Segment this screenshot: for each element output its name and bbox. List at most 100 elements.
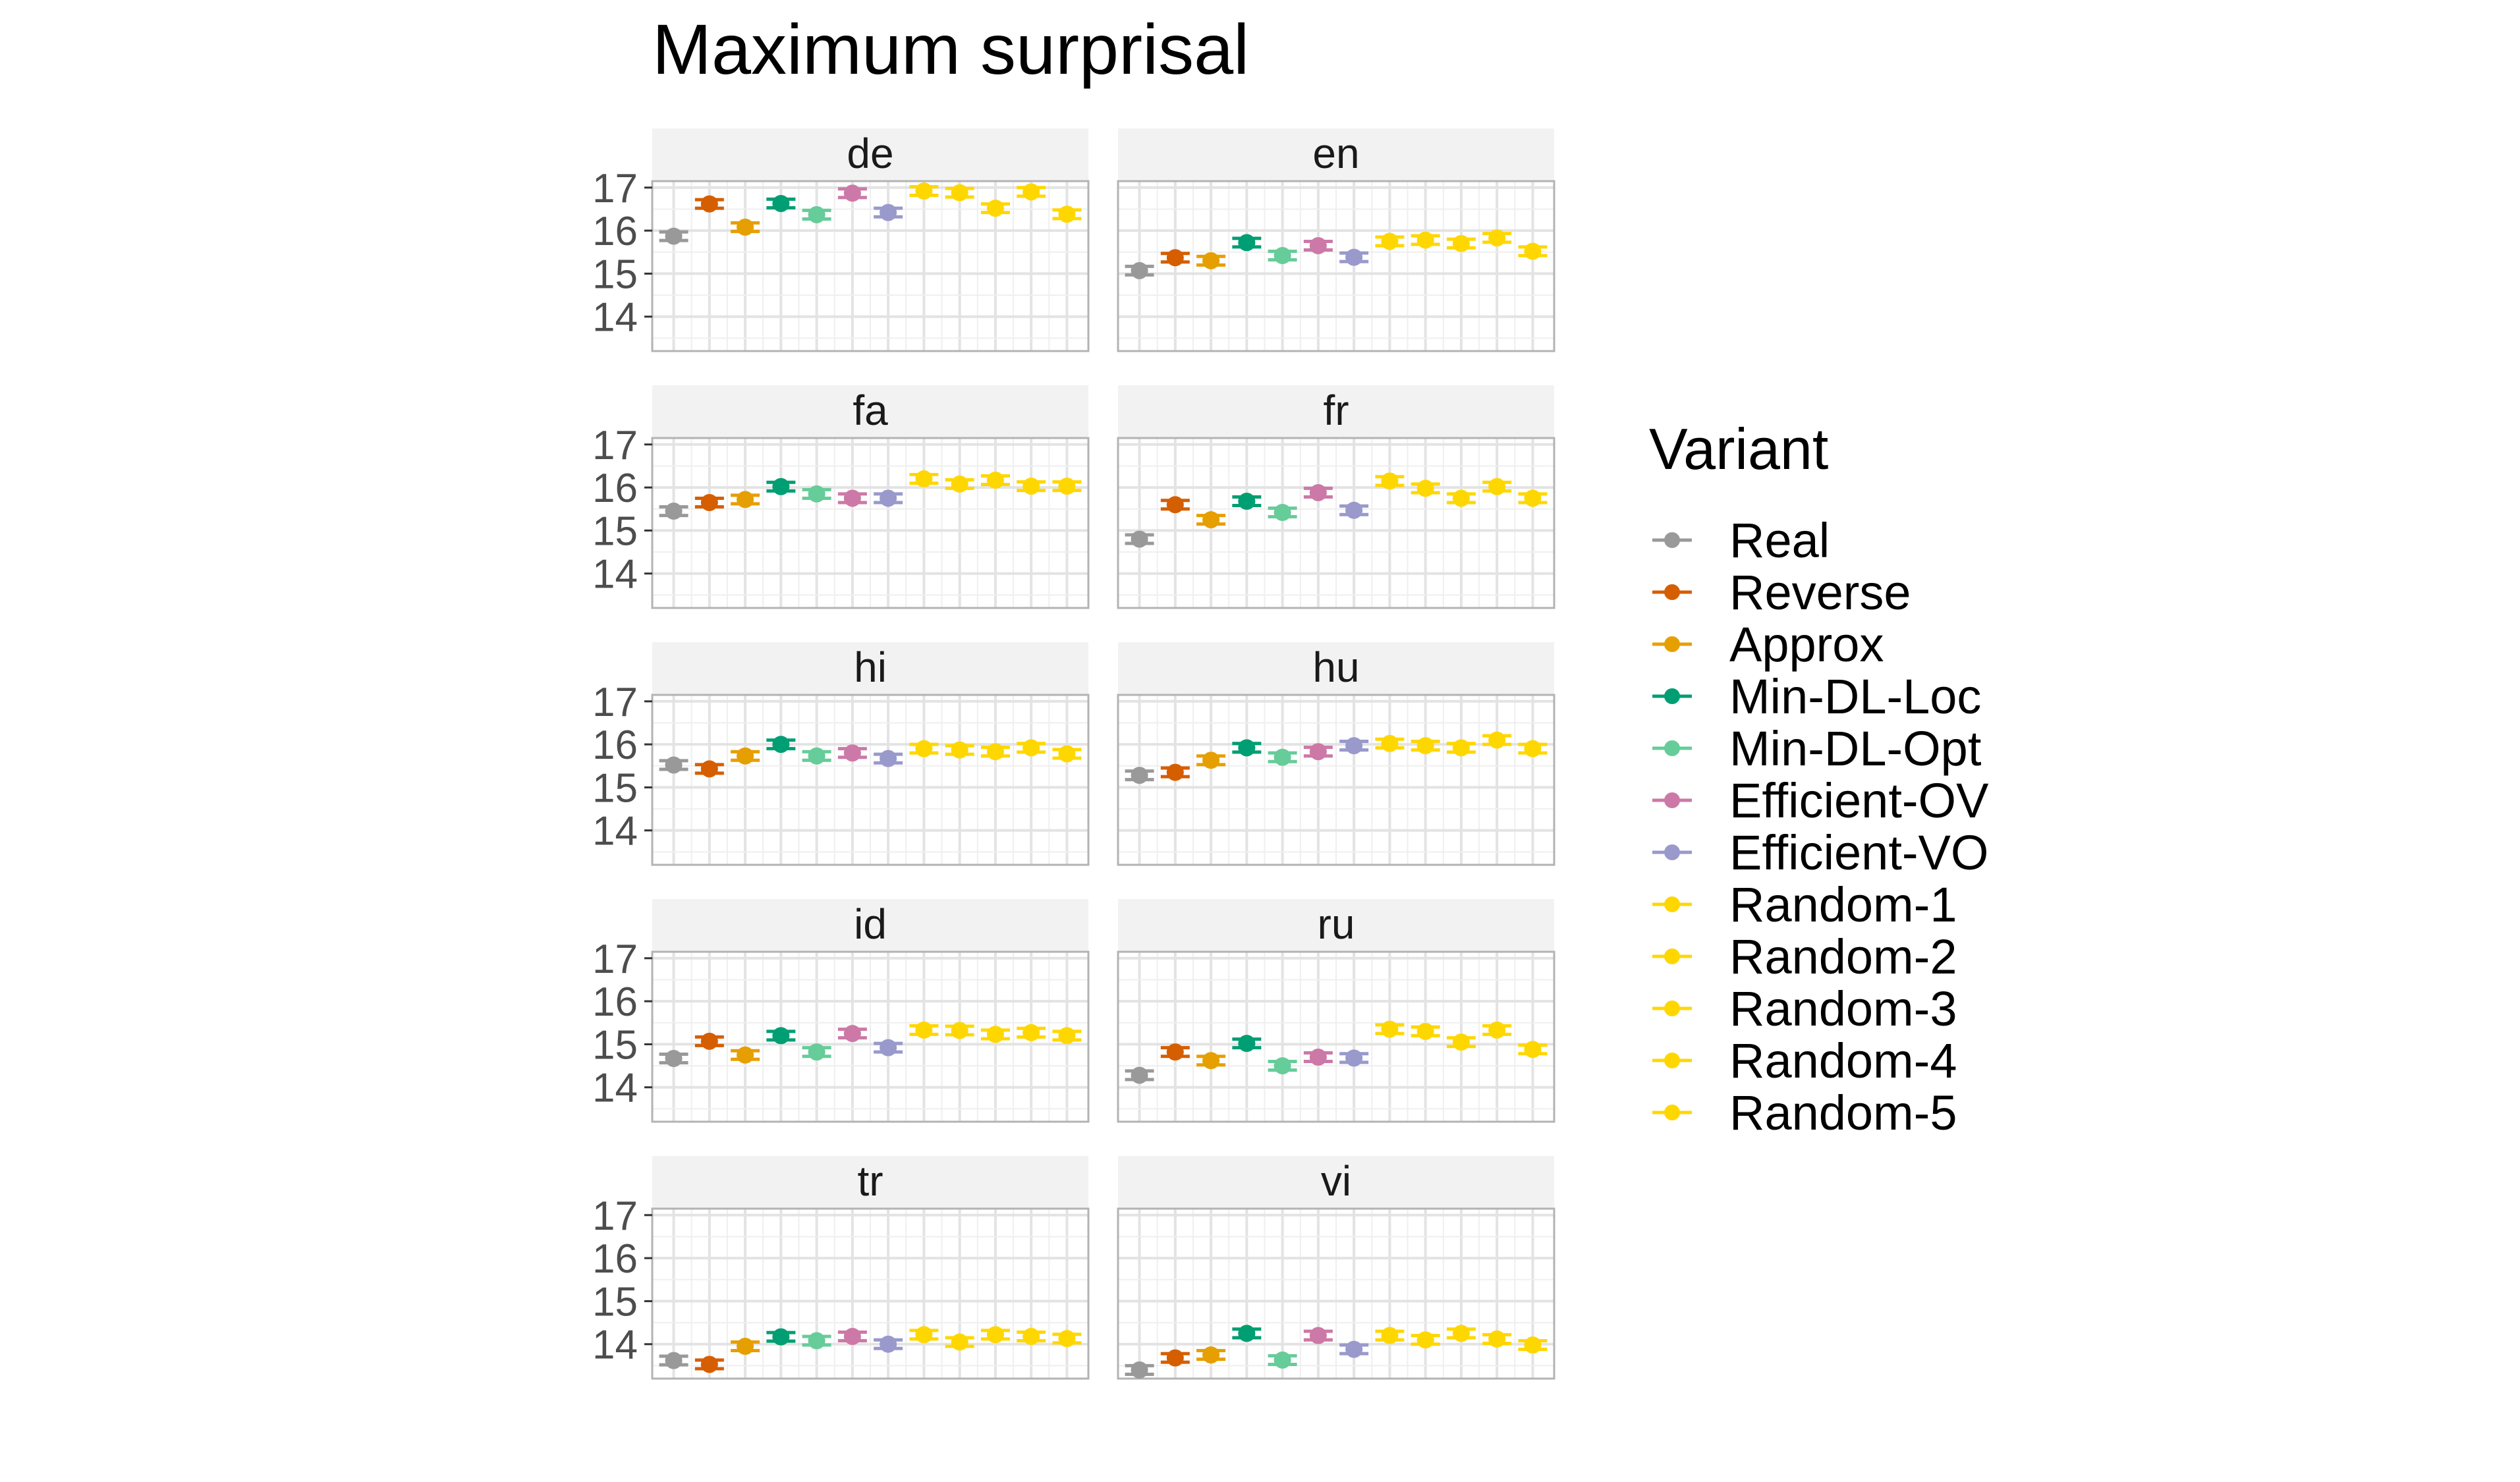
point-marker (772, 194, 790, 212)
y-tick-label: 16 (592, 979, 638, 1025)
legend-key-point (1664, 1105, 1680, 1120)
point-marker (1309, 743, 1327, 761)
point-marker (1058, 206, 1076, 223)
data-point-random-2 (945, 1022, 974, 1039)
point-marker (1345, 248, 1363, 266)
data-point-efficient-ov (1303, 236, 1333, 254)
panel-border (651, 1207, 1090, 1380)
legend-label: Min-DL-Loc (1729, 669, 1981, 724)
point-marker (1202, 1052, 1220, 1070)
panel-border (1117, 950, 1555, 1123)
legend-key-point (1664, 1001, 1680, 1016)
point-marker (1022, 739, 1040, 757)
point-marker (700, 1032, 718, 1050)
point-marker (1381, 1020, 1399, 1038)
data-point-efficient-ov (1303, 483, 1333, 501)
data-point-efficient-ov (837, 489, 867, 507)
point-marker (915, 182, 933, 200)
data-point-random-5 (1052, 206, 1082, 223)
data-point-random-4 (1482, 478, 1512, 495)
y-tick-label: 17 (592, 423, 638, 468)
facet-strip-label: hu (1312, 644, 1359, 691)
legend-item: Approx (1652, 617, 1884, 672)
data-point-real (659, 503, 688, 520)
data-point-random-5 (1052, 1027, 1082, 1045)
panel-border (1117, 1207, 1555, 1380)
legend-item: Random-3 (1652, 981, 1957, 1036)
point-marker (700, 493, 718, 511)
point-marker (665, 1352, 683, 1369)
y-tick-label: 17 (592, 166, 638, 211)
data-point-random-3 (980, 743, 1010, 761)
data-point-random-5 (1052, 745, 1082, 763)
data-point-random-5 (1518, 242, 1548, 260)
point-marker (1238, 1035, 1256, 1053)
data-point-reverse (694, 1356, 724, 1373)
point-marker (1274, 748, 1291, 766)
facet-strip-label: ru (1318, 900, 1355, 948)
legend-item: Efficient-OV (1652, 773, 1989, 828)
data-point-random-4 (1482, 229, 1512, 247)
data-point-random-2 (945, 741, 974, 759)
y-tick-label: 15 (592, 252, 638, 297)
point-marker (951, 184, 968, 202)
legend-item: Reverse (1652, 565, 1911, 620)
panel-border (1117, 694, 1555, 866)
point-marker (737, 1046, 754, 1064)
point-marker (665, 503, 683, 520)
data-point-random-1 (1375, 1020, 1405, 1038)
point-marker (1381, 1327, 1399, 1344)
data-point-efficient-vo (874, 1039, 903, 1057)
point-marker (1309, 483, 1327, 501)
legend-label: Random-4 (1729, 1033, 1957, 1088)
point-marker (808, 485, 826, 503)
point-marker (1274, 1057, 1291, 1075)
facet-strip-label: id (854, 900, 887, 948)
point-marker (700, 1356, 718, 1373)
legend-label: Reverse (1729, 565, 1911, 620)
point-marker (843, 489, 861, 507)
data-point-min-dl-loc (1232, 493, 1262, 510)
point-marker (1131, 1361, 1148, 1379)
point-marker (1488, 1021, 1506, 1039)
facet-panel-hu: hu (1117, 642, 1555, 866)
legend-item: Min-DL-Loc (1652, 669, 1981, 724)
data-point-efficient-ov (837, 184, 867, 202)
data-point-reverse (694, 195, 724, 213)
data-point-random-2 (945, 475, 974, 493)
data-point-random-1 (909, 1326, 939, 1344)
point-marker (915, 1021, 933, 1039)
data-point-random-3 (1446, 489, 1476, 507)
facet-strip-label: de (847, 130, 893, 177)
data-point-random-3 (980, 472, 1010, 489)
point-marker (986, 472, 1004, 489)
data-point-reverse (1160, 249, 1190, 267)
y-tick-label: 15 (592, 508, 638, 554)
panel-border (651, 950, 1090, 1123)
facet-strip-label: fa (853, 387, 888, 434)
data-point-random-4 (1482, 1330, 1512, 1348)
point-marker (1238, 739, 1256, 757)
data-point-real (1125, 1361, 1154, 1379)
legend-label: Random-5 (1729, 1085, 1957, 1140)
facet-panel-en: en (1117, 128, 1555, 352)
data-point-approx (1196, 1346, 1226, 1364)
data-point-approx (731, 747, 760, 765)
data-point-random-2 (1411, 1331, 1440, 1349)
legend-item: Min-DL-Opt (1652, 721, 1982, 776)
facet-panel-vi: vi (1117, 1156, 1555, 1380)
point-marker (700, 195, 718, 213)
point-marker (772, 1027, 790, 1045)
data-point-real (659, 1049, 688, 1067)
point-marker (915, 740, 933, 757)
point-marker (986, 1326, 1004, 1344)
data-point-min-dl-loc (766, 736, 796, 754)
data-point-min-dl-loc (1232, 739, 1262, 757)
point-marker (1058, 745, 1076, 763)
data-point-min-dl-opt (802, 747, 831, 765)
point-marker (843, 1327, 861, 1345)
data-point-approx (731, 1046, 760, 1064)
point-marker (1131, 767, 1148, 784)
point-marker (1345, 1340, 1363, 1358)
point-marker (1452, 1033, 1470, 1051)
